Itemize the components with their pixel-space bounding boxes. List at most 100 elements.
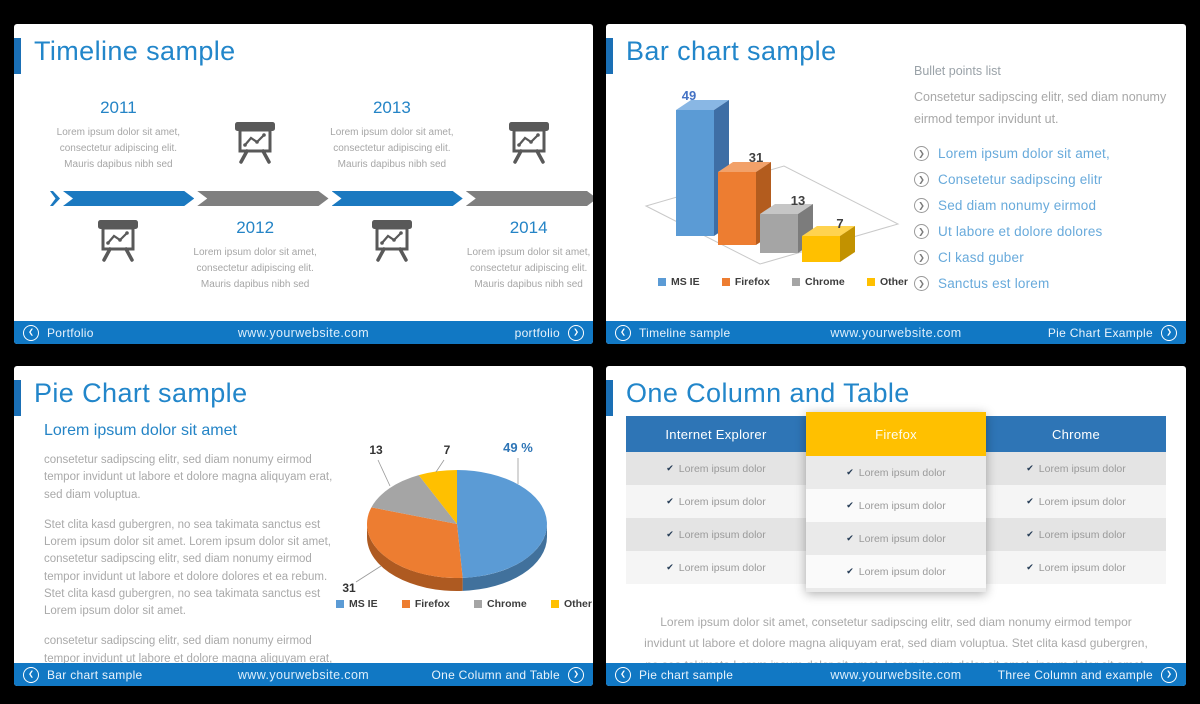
- next-slide-button[interactable]: Three Column and example ❯: [997, 666, 1177, 683]
- presentation-board-icon: [235, 122, 276, 164]
- next-slide-button[interactable]: One Column and Table ❯: [431, 666, 584, 683]
- timeline-text-line: Mauris dapibus nibh sed: [474, 279, 583, 291]
- timeline-arrow-segment: [332, 191, 463, 206]
- chevron-right-icon: ❯: [568, 324, 584, 341]
- slide-timeline: Timeline sample 2011 Lorem ipsum dolor s…: [14, 24, 593, 344]
- bar-firefox: [718, 172, 756, 245]
- paragraph: Stet clita kasd gubergren, no sea takima…: [44, 518, 331, 617]
- slide-footer: ❮ Bar chart sample www.yourwebsite.com O…: [14, 663, 593, 686]
- chevron-right-icon: ❯: [568, 666, 584, 683]
- bar-chart-legend: MS IE Firefox Chrome Other: [658, 276, 908, 288]
- bullet-label: Ut labore et dolore dolores: [938, 224, 1103, 240]
- prev-slide-label: Pie chart sample: [639, 667, 734, 682]
- table-cell: ✔ Lorem ipsum dolor: [626, 485, 806, 518]
- bar-firefox-top: [718, 162, 771, 172]
- check-icon: ✔: [846, 566, 854, 576]
- prev-slide-label: Timeline sample: [639, 325, 731, 340]
- bar-other-side: [840, 226, 855, 262]
- title-accent-bar: [14, 38, 21, 74]
- chevron-left-icon: ❮: [615, 666, 631, 683]
- pie-slice-other: [418, 470, 457, 524]
- legend-item-firefox: Firefox: [721, 276, 770, 288]
- bar-chrome-top: [760, 204, 813, 214]
- website-text: www.yourwebsite.com: [830, 667, 962, 682]
- legend-label: Chrome: [805, 276, 845, 288]
- bullet-item: ❯ Consetetur sadipscing elitr: [914, 172, 1176, 188]
- table-header-firefox: Firefox: [806, 412, 986, 456]
- bullet-label: Sanctus est lorem: [938, 276, 1050, 292]
- timeline-text-line: consectetur adipiscing elit.: [333, 143, 451, 155]
- prev-slide-button[interactable]: ❮ Portfolio: [23, 324, 94, 341]
- website-text: www.yourwebsite.com: [237, 325, 370, 340]
- pie-slice-firefox: [366, 507, 463, 578]
- bar-chrome: [760, 214, 798, 253]
- table-cell: ✔ Lorem ipsum dolor: [986, 518, 1166, 551]
- timeline-text-line: Lorem ipsum dolor sit amet,: [466, 247, 591, 258]
- table-cell: ✔ Lorem ipsum dolor: [986, 452, 1166, 485]
- bar-chart-3d: 49 31 13 7: [644, 88, 900, 265]
- table-cell: ✔ Lorem ipsum dolor: [986, 551, 1166, 584]
- timeline-entry-2014: 2014 Lorem ipsum dolor sit amet, consect…: [460, 218, 593, 294]
- legend-swatch: [792, 278, 801, 286]
- slide-footer: ❮ Pie chart sample www.yourwebsite.com T…: [606, 663, 1186, 686]
- prev-slide-button[interactable]: ❮ Bar chart sample: [23, 666, 143, 683]
- prev-slide-button[interactable]: ❮ Pie chart sample: [615, 666, 734, 683]
- slide-pie-chart: Pie Chart sample Lorem ipsum dolor sit a…: [14, 366, 593, 686]
- pie-value-label: 49 %: [503, 440, 533, 455]
- table-column-filler: [806, 588, 986, 592]
- paragraph: consetetur sadipscing elitr, sed diam no…: [44, 454, 333, 501]
- check-icon: ✔: [846, 533, 854, 543]
- next-slide-label: Pie Chart Example: [1047, 325, 1153, 340]
- legend-swatch: [866, 278, 875, 286]
- table-cell: ✔ Lorem ipsum dolor: [626, 551, 806, 584]
- bullet-item: ❯ Sanctus est lorem: [914, 276, 1176, 292]
- next-slide-button[interactable]: portfolio ❯: [515, 324, 584, 341]
- timeline-top-row: 2011 Lorem ipsum dolor sit amet, consect…: [50, 98, 593, 174]
- table-cell: ✔ Lorem ipsum dolor: [986, 485, 1166, 518]
- timeline-text-line: consectetur adipiscing elit.: [59, 143, 178, 155]
- legend-swatch: [336, 600, 344, 608]
- legend-label: Other: [563, 598, 592, 610]
- chevron-right-icon: ❯: [1161, 324, 1177, 341]
- timeline-arrow-segment: [466, 191, 593, 206]
- pie-subtitle: Lorem ipsum dolor sit amet: [44, 422, 237, 439]
- table-header-internet-explorer: Internet Explorer: [626, 416, 806, 452]
- slide-footer: ❮ Portfolio www.yourwebsite.com portfoli…: [14, 321, 593, 344]
- next-slide-label: Three Column and example: [997, 667, 1153, 682]
- chevron-left-icon: ❮: [615, 324, 631, 341]
- legend-item-chrome: Chrome: [474, 598, 527, 610]
- circle-arrow-icon: ❯: [914, 198, 929, 214]
- timeline-year: 2012: [236, 218, 275, 237]
- timeline-entry-2012: 2012 Lorem ipsum dolor sit amet, consect…: [187, 218, 324, 294]
- slide-one-column-table: One Column and Table Internet Explorer ✔…: [606, 366, 1186, 686]
- pie-slice-chrome: [371, 475, 457, 524]
- table-header-chrome: Chrome: [986, 416, 1166, 452]
- next-slide-button[interactable]: Pie Chart Example ❯: [1047, 324, 1177, 341]
- legend-swatch: [658, 278, 666, 286]
- pie-rim-firefox: [367, 524, 463, 592]
- legend-item-other: Other: [866, 276, 908, 288]
- legend-item-firefox: Firefox: [401, 598, 450, 610]
- prev-slide-label: Bar chart sample: [47, 667, 143, 682]
- timeline-entry-2013: 2013 Lorem ipsum dolor sit amet, consect…: [324, 98, 461, 174]
- presentation-board-icon: [98, 220, 139, 262]
- circle-arrow-icon: ❯: [914, 224, 929, 240]
- slide-title: One Column and Table: [626, 378, 910, 408]
- check-icon: ✔: [1026, 496, 1034, 506]
- bullet-item: ❯ Sed diam nonumy eirmod: [914, 198, 1176, 214]
- check-icon: ✔: [1026, 463, 1034, 473]
- circle-arrow-icon: ❯: [914, 172, 929, 188]
- timeline-year: 2014: [509, 218, 548, 237]
- pie-chart-3d: 49 % 13 7 31: [342, 440, 547, 595]
- legend-label: Firefox: [734, 276, 770, 288]
- prev-slide-button[interactable]: ❮ Timeline sample: [615, 324, 731, 341]
- timeline-text-line: consectetur adipiscing elit.: [469, 263, 588, 275]
- bar-value-label: 13: [791, 193, 805, 208]
- slide-bar-chart: Bar chart sample 49 31 13 7: [606, 24, 1186, 344]
- table-cell: ✔ Lorem ipsum dolor: [626, 452, 806, 485]
- timeline-year: 2011: [100, 98, 137, 117]
- website-text: www.yourwebsite.com: [830, 325, 962, 340]
- legend-item-chrome: Chrome: [792, 276, 845, 288]
- legend-item-msie: MS IE: [658, 276, 700, 288]
- bar-value-label: 49: [682, 88, 696, 103]
